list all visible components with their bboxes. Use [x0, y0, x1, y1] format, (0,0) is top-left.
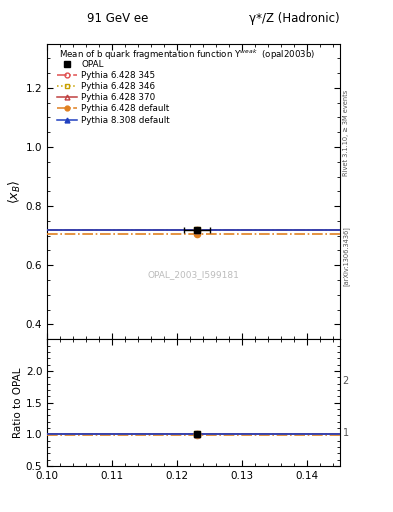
Text: Mean of b quark fragmentation function $\Upsilon^{weak}$  (opal2003b): Mean of b quark fragmentation function $…	[59, 48, 315, 62]
Text: γ*/Z (Hadronic): γ*/Z (Hadronic)	[250, 12, 340, 25]
Text: 1: 1	[343, 428, 349, 438]
Legend: OPAL, Pythia 6.428 345, Pythia 6.428 346, Pythia 6.428 370, Pythia 6.428 default: OPAL, Pythia 6.428 345, Pythia 6.428 346…	[57, 60, 170, 124]
Text: 2: 2	[343, 376, 349, 387]
Text: 91 GeV ee: 91 GeV ee	[87, 12, 149, 25]
Text: [arXiv:1306.3436]: [arXiv:1306.3436]	[343, 226, 349, 286]
Text: Rivet 3.1.10, ≥ 3M events: Rivet 3.1.10, ≥ 3M events	[343, 90, 349, 176]
Text: OPAL_2003_I599181: OPAL_2003_I599181	[148, 270, 239, 279]
Y-axis label: Ratio to OPAL: Ratio to OPAL	[13, 367, 23, 438]
Y-axis label: $\langle x_B \rangle$: $\langle x_B \rangle$	[7, 179, 23, 204]
